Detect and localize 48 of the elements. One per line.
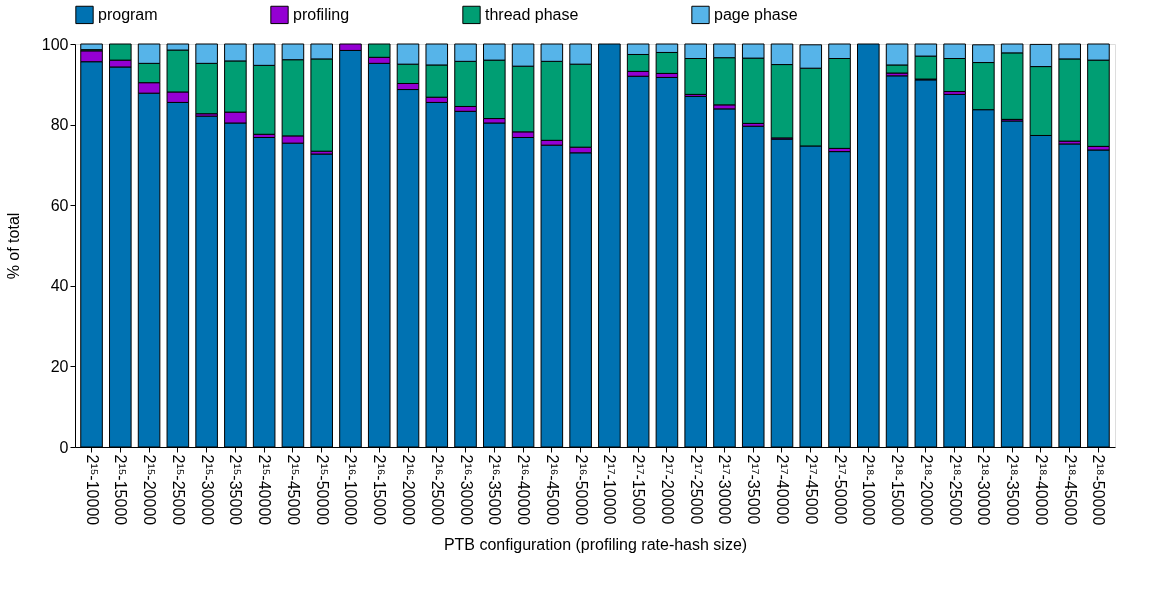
x-tick-label: 2¹⁷-45000 (802, 454, 820, 525)
x-tick-label: 2¹⁵-15000 (112, 454, 130, 526)
legend-label: profiling (293, 5, 350, 23)
x-tick-label: 2¹⁶-20000 (400, 454, 417, 526)
x-tick-label: 2¹⁵-20000 (141, 454, 159, 526)
x-tick-label: 2¹⁶-30000 (457, 454, 475, 526)
x-tick-label: 2¹⁷-50000 (831, 454, 849, 525)
y-tick-label: 80 (50, 116, 69, 134)
x-tick-label: 2¹⁵-35000 (227, 454, 245, 526)
x-tick-label: 2¹⁷-25000 (687, 454, 705, 525)
x-tick-label: 2¹⁸-30000 (975, 454, 993, 526)
y-tick-label: 0 (59, 438, 69, 456)
x-tick-label: 2¹⁷-30000 (716, 454, 734, 525)
legend-label: thread phase (485, 5, 579, 23)
x-tick-label: 2¹⁸-50000 (1090, 454, 1108, 526)
x-tick-label: 2¹⁵-45000 (284, 454, 302, 526)
x-tick-label: 2¹⁵-10000 (83, 454, 101, 526)
x-tick-label: 2¹⁸-45000 (1061, 454, 1079, 526)
x-tick-label: 2¹⁶-50000 (572, 454, 590, 526)
x-tick-label: 2¹⁷-40000 (774, 454, 791, 525)
x-tick-label: 2¹⁷-10000 (601, 454, 619, 525)
x-tick-label: 2¹⁸-10000 (860, 454, 878, 526)
y-tick-label: 40 (50, 277, 69, 295)
x-tick-label: 2¹⁵-50000 (313, 454, 331, 526)
x-tick-label: 2¹⁸-25000 (946, 454, 964, 526)
x-tick-label: 2¹⁸-15000 (889, 454, 907, 526)
x-tick-label: 2¹⁶-40000 (515, 454, 533, 526)
x-tick-label: 2¹⁷-15000 (630, 454, 648, 525)
y-tick-label: 100 (41, 35, 69, 53)
x-axis-title: PTB configuration (profiling rate-hash size) (443, 536, 748, 554)
x-tick-label: 2¹⁸-35000 (1004, 454, 1022, 526)
x-tick-label: 2¹⁷-35000 (745, 454, 763, 525)
y-tick-label: 20 (50, 357, 69, 375)
x-tick-label: 2¹⁵-40000 (256, 454, 274, 526)
x-tick-label: 2¹⁶-35000 (486, 454, 504, 526)
x-tick-label: 2¹⁶-45000 (543, 454, 561, 526)
x-tick-label: 2¹⁷-20000 (658, 454, 676, 525)
legend-label: program (98, 5, 158, 23)
y-axis-title: % of total (4, 212, 22, 280)
legend-label: page phase (714, 5, 798, 23)
x-tick-label: 2¹⁶-25000 (428, 454, 446, 526)
x-tick-label: 2¹⁸-40000 (1032, 454, 1050, 526)
x-tick-label: 2¹⁶-10000 (342, 454, 360, 526)
y-tick-label: 60 (50, 196, 69, 214)
x-tick-label: 2¹⁵-25000 (169, 454, 187, 526)
x-tick-label: 2¹⁵-30000 (198, 454, 216, 526)
x-tick-label: 2¹⁸-20000 (917, 454, 935, 526)
x-tick-label: 2¹⁶-15000 (371, 454, 389, 526)
